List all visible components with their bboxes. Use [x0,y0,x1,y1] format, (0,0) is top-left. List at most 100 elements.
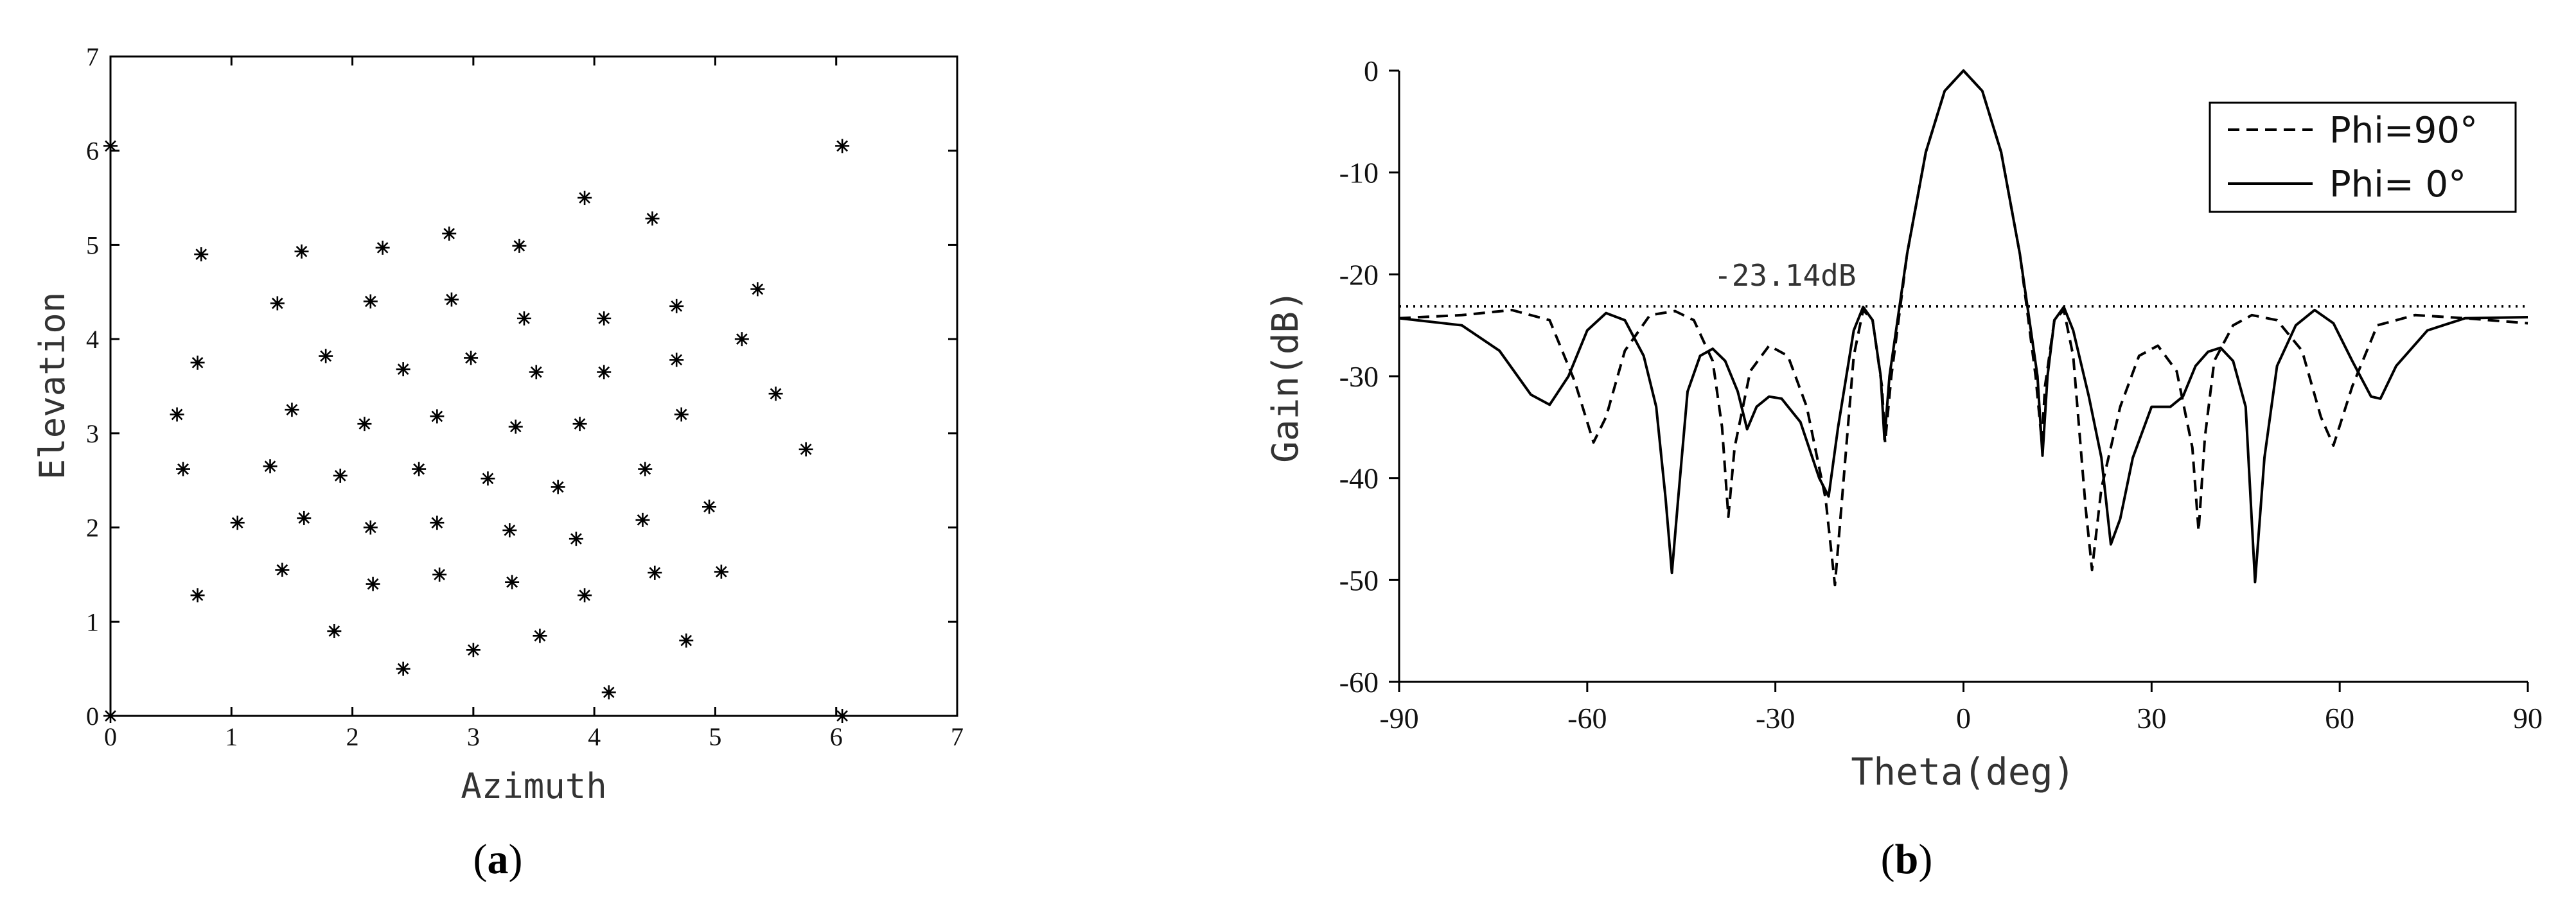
scatter-point [569,532,583,546]
scatter-point [230,516,245,530]
scatter-point [669,352,684,367]
x-tick-label: -60 [1567,702,1607,734]
scatter-point [263,459,278,474]
scatter-point [835,139,850,153]
scatter-point [714,564,728,579]
y-tick-label: -20 [1339,258,1379,291]
scatter-point [396,362,410,377]
scatter-point [285,403,299,417]
scatter-point [551,480,565,494]
scatter-plot-panel: 0 1 2 3 4 5 6 7 0 1 2 3 4 5 6 7 Azimuth Elevation (a) [32,42,964,883]
scatter-point [734,332,749,347]
scatter-point [508,419,523,434]
scatter-point [442,226,457,241]
y-tick-label: 4 [86,325,99,354]
scatter-point [103,709,118,723]
scatter-point [533,629,547,643]
scatter-point [578,588,592,603]
scatter-point [578,191,592,205]
scatter-point [190,355,205,370]
x-tick-label: 3 [467,722,480,751]
scatter-point [572,417,587,431]
x-tick-label: 7 [951,722,964,751]
scatter-point [512,238,527,253]
legend: Phi=90° Phi= 0° [2209,101,2517,213]
scatter-point [363,294,378,309]
y-tick-label: -30 [1339,360,1379,393]
scatter-point [481,471,495,486]
scatter-point [768,387,783,401]
scatter-point [444,292,459,307]
x-tick-label: 0 [1956,702,1971,734]
x-axis-title: Azimuth [461,766,607,806]
scatter-point [464,351,479,365]
scatter-point [798,442,813,456]
scatter-point [679,633,694,648]
scatter-point [297,510,312,525]
x-tick-label: 60 [2325,702,2354,734]
scatter-point [835,709,850,723]
scatter-point [396,661,410,676]
scatter-point [190,588,205,603]
scatter-point [466,643,481,657]
scatter-point [702,500,717,514]
panel-label-a: (a) [473,836,523,883]
legend-box [2209,101,2517,213]
scatter-point [363,520,378,535]
gain-ticks [1389,69,2529,692]
x-tick-label: 30 [2137,702,2166,734]
scatter-point [357,417,372,431]
scatter-point [648,565,662,580]
gain-plot-panel: -90 -60 -30 0 30 60 900-10-20-30-40-50-60 -23.… [1265,55,2543,883]
scatter-point [175,462,190,476]
x-tick-label: 6 [830,722,843,751]
scatter-point [750,282,765,297]
scatter-point [294,244,309,259]
scatter-point [333,468,348,483]
scatter-point [412,462,427,476]
x-tick-label: 4 [588,722,601,751]
y-tick-label: 3 [86,419,99,448]
scatter-point [638,462,653,476]
scatter-point [275,562,290,577]
scatter-point [432,567,447,582]
legend-label-phi90: Phi=90° [2329,110,2478,152]
y-tick-label: 1 [86,607,99,636]
scatter-point [366,577,380,591]
y-tick-label: -40 [1339,462,1379,495]
x-tick-label: 1 [225,722,238,751]
y-axis-title: Gain(dB) [1265,290,1307,463]
scatter-point [674,407,689,422]
x-axis-title: Theta(deg) [1851,750,2075,794]
y-tick-label: -10 [1339,157,1379,189]
scatter-point [194,247,209,262]
y-tick-label: -50 [1339,564,1379,596]
x-tick-label: 90 [2513,702,2543,734]
scatter-point [597,311,612,326]
y-tick-label: 5 [86,230,99,259]
scatter-point [270,296,285,311]
legend-label-phi0: Phi= 0° [2329,164,2466,205]
scatter-tick-labels: 0 1 2 3 4 5 6 7 0 1 2 3 4 5 6 7 [86,42,964,751]
y-tick-label: 0 [86,702,99,731]
scatter-plot-frame [109,55,958,717]
scatter-point [529,365,543,379]
scatter-point [430,516,445,530]
scatter-points [103,139,850,723]
scatter-ticks [109,55,958,717]
scatter-point [103,139,118,153]
sidelobe-level-annotation: -23.14dB [1714,258,1857,293]
scatter-point [375,240,390,255]
scatter-point [597,365,612,379]
scatter-point [319,349,333,363]
y-tick-label: 2 [86,514,99,543]
scatter-point [645,211,660,226]
scatter-point [505,575,520,589]
x-tick-label: 0 [104,722,117,751]
gain-tick-labels: -90 -60 -30 0 30 60 900-10-20-30-40-50-60 [1339,55,2543,734]
scatter-point [601,685,616,700]
scatter-point [516,311,531,326]
y-tick-label: 6 [86,137,99,166]
scatter-point [170,407,184,422]
